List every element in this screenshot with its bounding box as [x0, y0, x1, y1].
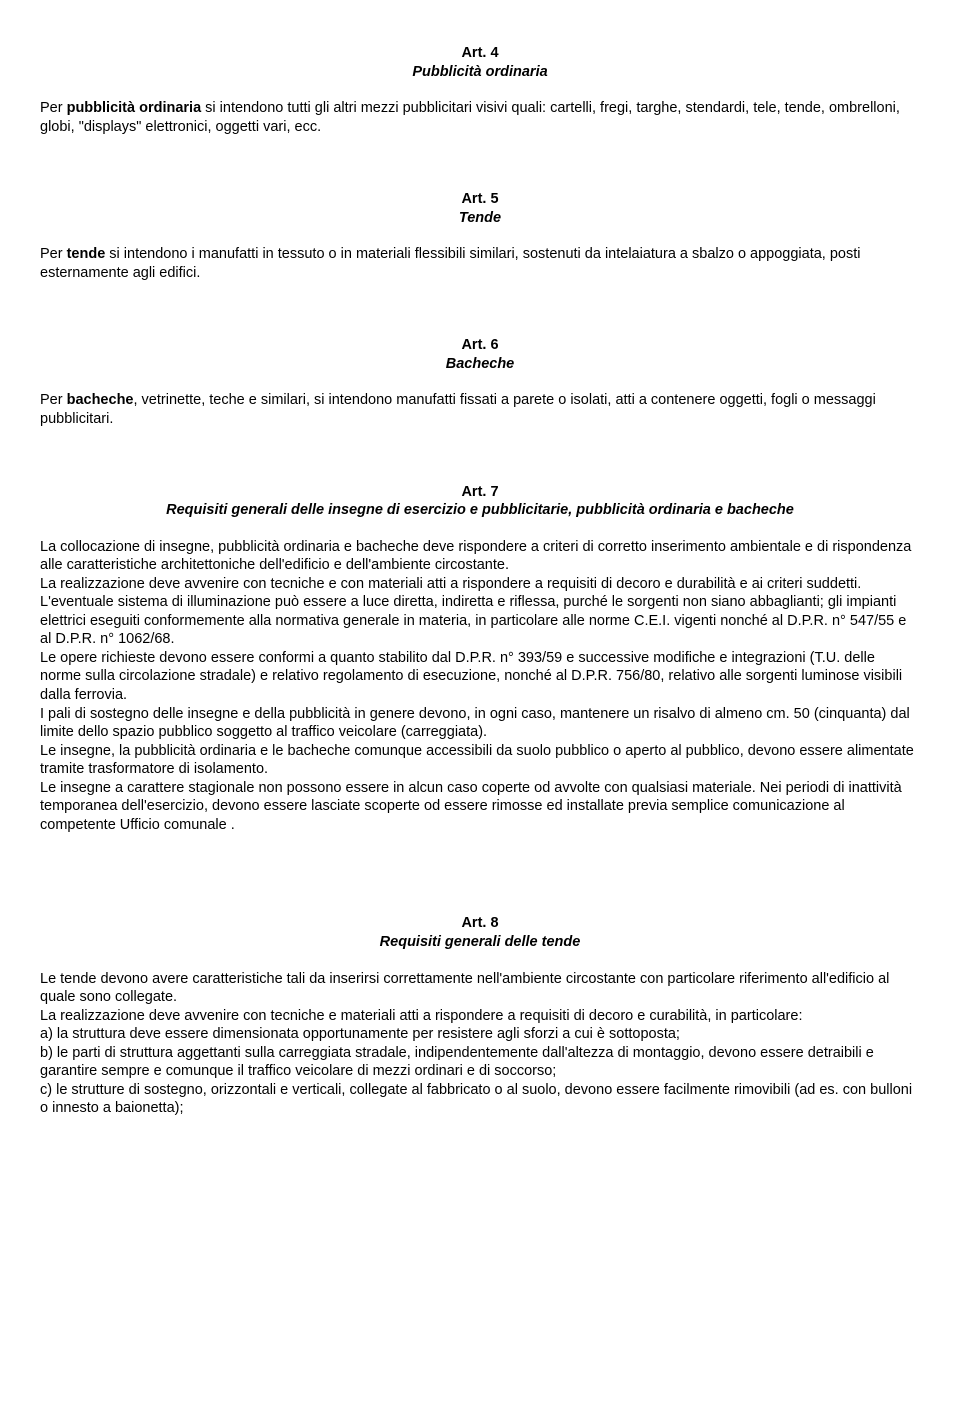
- article-4-body: Per pubblicità ordinaria si intendono tu…: [40, 99, 920, 136]
- article-8-para-3: b) le parti di struttura aggettanti sull…: [40, 1044, 920, 1081]
- article-7: Art. 7 Requisiti generali delle insegne …: [40, 483, 920, 835]
- article-4-header: Art. 4 Pubblicità ordinaria: [40, 44, 920, 81]
- article-5-header: Art. 5 Tende: [40, 190, 920, 227]
- article-7-number: Art. 7: [40, 483, 920, 502]
- article-7-body: La collocazione di insegne, pubblicità o…: [40, 538, 920, 835]
- document-body: Art. 4 Pubblicità ordinaria Per pubblici…: [40, 44, 920, 1118]
- article-8-para-0: Le tende devono avere caratteristiche ta…: [40, 970, 920, 1007]
- article-4-number: Art. 4: [40, 44, 920, 63]
- article-7-para-2: L'eventuale sistema di illuminazione può…: [40, 593, 920, 649]
- article-7-header: Art. 7 Requisiti generali delle insegne …: [40, 483, 920, 520]
- article-5-number: Art. 5: [40, 190, 920, 209]
- article-7-title: Requisiti generali delle insegne di eser…: [40, 501, 920, 520]
- article-6: Art. 6 Bacheche Per bacheche, vetrinette…: [40, 336, 920, 428]
- article-6-title: Bacheche: [40, 355, 920, 374]
- article-8-para-1: La realizzazione deve avvenire con tecni…: [40, 1007, 920, 1026]
- article-6-number: Art. 6: [40, 336, 920, 355]
- article-8: Art. 8 Requisiti generali delle tende Le…: [40, 914, 920, 1117]
- article-7-para-1: La realizzazione deve avvenire con tecni…: [40, 575, 920, 594]
- article-5: Art. 5 Tende Per tende si intendono i ma…: [40, 190, 920, 282]
- article-4-title: Pubblicità ordinaria: [40, 63, 920, 82]
- article-5-title: Tende: [40, 209, 920, 228]
- article-8-title: Requisiti generali delle tende: [40, 933, 920, 952]
- article-7-para-5: Le insegne, la pubblicità ordinaria e le…: [40, 742, 920, 779]
- article-4-para-0: Per pubblicità ordinaria si intendono tu…: [40, 99, 920, 136]
- article-7-para-4: I pali di sostegno delle insegne e della…: [40, 705, 920, 742]
- article-8-number: Art. 8: [40, 914, 920, 933]
- article-6-body: Per bacheche, vetrinette, teche e simila…: [40, 391, 920, 428]
- article-8-body: Le tende devono avere caratteristiche ta…: [40, 970, 920, 1118]
- article-7-para-6: Le insegne a carattere stagionale non po…: [40, 779, 920, 835]
- article-8-para-4: c) le strutture di sostegno, orizzontali…: [40, 1081, 920, 1118]
- article-6-header: Art. 6 Bacheche: [40, 336, 920, 373]
- article-4: Art. 4 Pubblicità ordinaria Per pubblici…: [40, 44, 920, 136]
- article-7-para-3: Le opere richieste devono essere conform…: [40, 649, 920, 705]
- article-7-para-0: La collocazione di insegne, pubblicità o…: [40, 538, 920, 575]
- article-5-para-0: Per tende si intendono i manufatti in te…: [40, 245, 920, 282]
- article-5-body: Per tende si intendono i manufatti in te…: [40, 245, 920, 282]
- article-8-header: Art. 8 Requisiti generali delle tende: [40, 914, 920, 951]
- article-8-para-2: a) la struttura deve essere dimensionata…: [40, 1025, 920, 1044]
- article-6-para-0: Per bacheche, vetrinette, teche e simila…: [40, 391, 920, 428]
